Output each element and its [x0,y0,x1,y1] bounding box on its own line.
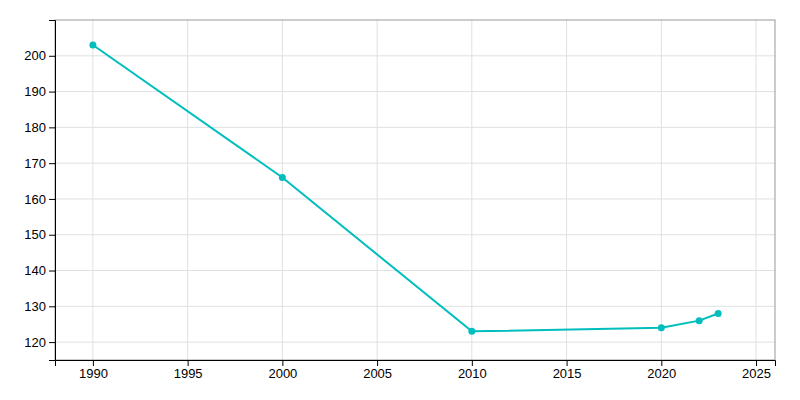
y-tick-label: 160 [24,192,46,207]
x-tick-label: 2005 [363,366,392,381]
grid-line-y [55,234,775,235]
grid-line-y [55,127,775,128]
chart: 1990 1995 2000 2005 2010 2015 2020 2025 120 130 14… [0,0,800,400]
x-tick-mark [188,360,189,366]
y-tick: 190 [24,84,55,99]
x-tick-label: 2010 [458,366,487,381]
grid-line-y [55,306,775,307]
point [696,317,703,324]
plot: 1990 1995 2000 2005 2010 2015 2020 2025 120 130 14… [24,20,775,381]
x-tick-label: 2020 [647,366,676,381]
point [658,324,665,331]
x-tick: 2020 [647,360,676,381]
grid-line-x [566,20,567,360]
y-tick-mark [49,235,55,236]
grid-line-y [55,55,775,56]
y-tick-mark [49,163,55,164]
point [89,42,96,49]
x-tick-mark [472,360,473,366]
x-tick: 1990 [79,360,108,381]
y-tick-label: 150 [24,227,46,242]
x-tick-label: 2025 [742,366,771,381]
x-tick-label: 1995 [174,366,203,381]
x-tick-label: 2000 [268,366,297,381]
x-tick-mark [567,360,568,366]
y-tick-label: 120 [24,335,46,350]
y-tick-mark [49,271,55,272]
y-tick-mark [49,199,55,200]
grid-line-y [55,270,775,271]
y-tick: 200 [24,48,55,63]
marks [89,42,721,335]
x-tick: 2025 [742,360,771,381]
grid-line-y [55,163,775,164]
x-tick-mark [282,360,283,366]
grid-line-y [55,91,775,92]
y-tick: 180 [24,120,55,135]
y-tick: 150 [24,227,55,242]
grid-line-x [282,20,283,360]
grid-line-y [55,198,775,199]
x-tick-mark [377,360,378,366]
y-tick: 170 [24,156,55,171]
point [715,310,722,317]
y-tick-mark [49,92,55,93]
point [279,174,286,181]
x-tick: 1995 [174,360,203,381]
point [468,328,475,335]
y-tick-mark [49,306,55,307]
y-axis-line [49,21,56,361]
x-tick: 2005 [363,360,392,381]
plot-frame [55,20,775,360]
x-tick-label: 2015 [553,366,582,381]
x-tick-label: 1990 [79,366,108,381]
x-tick: 2000 [268,360,297,381]
grid-line-x [471,20,472,360]
y-tick-mark [49,127,55,128]
y-tick-mark [49,342,55,343]
x-tick: 2015 [553,360,582,381]
grid-line-x [92,20,93,360]
grid-line-x [187,20,188,360]
x-tick: 2010 [458,360,487,381]
y-tick-label: 190 [24,84,46,99]
y-tick: 120 [24,335,55,350]
line [93,45,718,331]
y-tick-label: 170 [24,156,46,171]
x-tick-mark [756,360,757,366]
grid-line-x [377,20,378,360]
y-tick: 140 [24,263,55,278]
grid-line-y [55,342,775,343]
y-tick: 160 [24,192,55,207]
y-tick-label: 130 [24,299,46,314]
x-axis-line [56,361,776,367]
x-tick-mark [661,360,662,366]
x-axis: 1990 1995 2000 2005 2010 2015 2020 2025 [56,360,776,381]
y-axis: 120 130 140 150 160 170 180 190 200 [24,21,55,361]
x-tick-mark [93,360,94,366]
grid-line-x [756,20,757,360]
y-tick-label: 200 [24,48,46,63]
y-tick-mark [49,56,55,57]
grid-line-x [661,20,662,360]
y-tick-label: 140 [24,263,46,278]
grid [55,20,775,360]
y-tick-label: 180 [24,120,46,135]
y-tick: 130 [24,299,55,314]
